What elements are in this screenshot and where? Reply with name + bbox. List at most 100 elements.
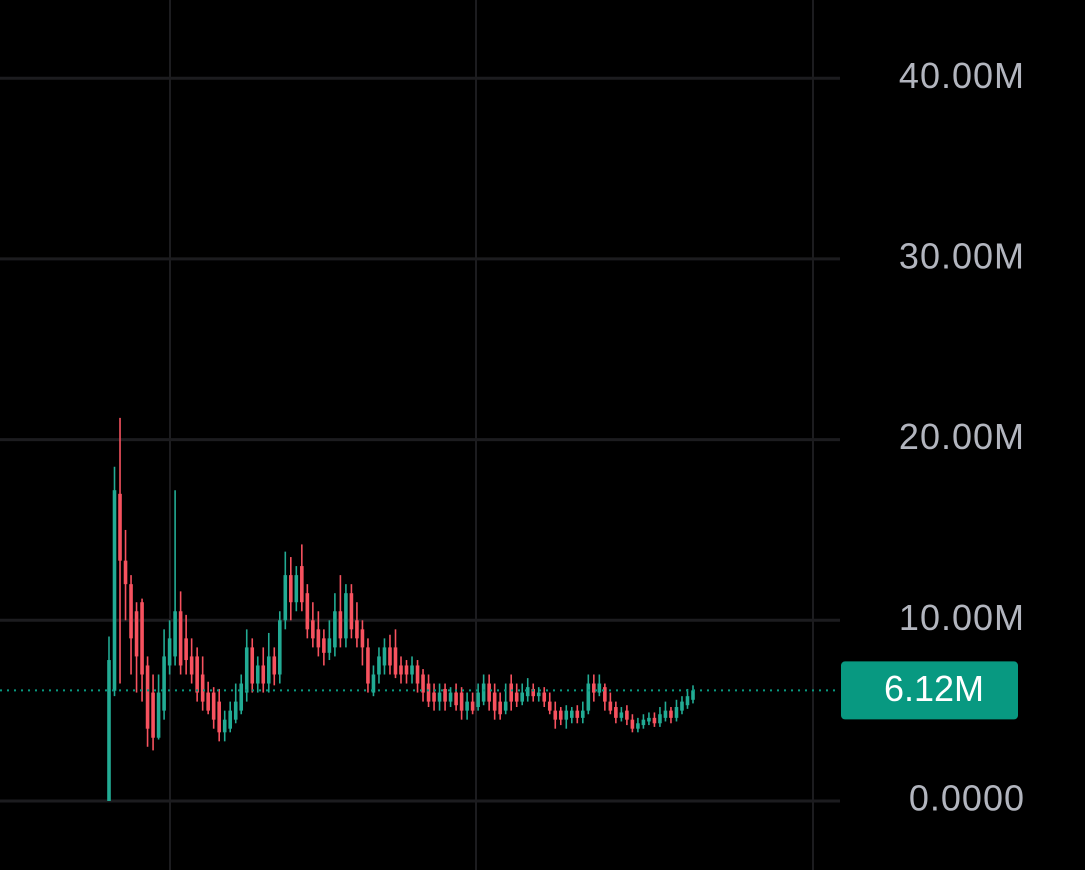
candle-body <box>206 692 210 711</box>
candle-body <box>322 638 326 653</box>
candle-body <box>636 723 640 729</box>
y-tick-label: 0.0000 <box>909 777 1025 818</box>
candle-body <box>421 674 425 693</box>
candle-body <box>344 593 348 639</box>
candle-body <box>145 665 150 729</box>
candle-body <box>426 683 431 702</box>
last-price-box <box>841 661 1018 720</box>
candle-body <box>250 647 255 684</box>
candle-body <box>261 665 266 684</box>
candle-body <box>305 593 310 630</box>
candle-body <box>289 575 293 603</box>
candle-body <box>415 665 420 684</box>
candle-body <box>107 660 111 801</box>
candle-body <box>470 701 475 711</box>
candle-body <box>311 620 315 639</box>
candle-body <box>333 611 337 648</box>
candle-body <box>597 683 602 693</box>
candle-body <box>151 692 155 738</box>
candle-body <box>377 656 381 675</box>
candle-body <box>349 593 354 630</box>
candle-body <box>255 665 260 684</box>
candle-body <box>200 674 205 702</box>
candle-body <box>239 683 244 711</box>
candle-body <box>520 692 525 702</box>
candle-body <box>217 701 221 733</box>
candle-body <box>371 674 376 693</box>
candle-body <box>581 710 585 718</box>
candle-body <box>393 647 398 675</box>
candle-body <box>338 611 343 639</box>
candle-body <box>674 707 679 718</box>
candle-body <box>652 717 657 724</box>
candle-body <box>669 710 673 718</box>
candle-body <box>277 620 282 675</box>
candle-body <box>608 701 613 711</box>
candle-body <box>228 710 233 729</box>
candle-body <box>575 710 580 718</box>
candle-body <box>173 611 177 657</box>
candle-body <box>454 692 458 706</box>
candle-body <box>233 701 238 720</box>
candle-body <box>592 683 596 693</box>
candle-body <box>459 692 464 711</box>
y-tick-label: 40.00M <box>899 55 1025 96</box>
candle-body <box>531 688 536 697</box>
candle-body <box>222 719 227 733</box>
candle-body <box>300 566 304 603</box>
y-tick-label: 10.00M <box>899 597 1025 638</box>
candle-body <box>525 687 530 697</box>
candle-body <box>465 701 469 711</box>
y-tick-label: 30.00M <box>899 235 1025 276</box>
candle-body <box>404 665 409 675</box>
candle-body <box>443 688 447 702</box>
candle-body <box>327 638 332 653</box>
candle-body <box>272 656 277 675</box>
candle-body <box>382 647 387 666</box>
candle-body <box>123 560 128 585</box>
candle-body <box>156 692 161 738</box>
candle-body <box>647 717 651 722</box>
candle-body <box>536 692 541 697</box>
candle-body <box>134 611 139 657</box>
candle-body <box>553 710 558 720</box>
candle-body <box>184 638 188 661</box>
candle-body <box>569 710 574 718</box>
candle-body <box>360 629 365 648</box>
candle-body <box>625 710 629 720</box>
candle-body <box>680 701 684 711</box>
last-price-label: 6.12M <box>884 668 984 709</box>
candle-body <box>614 707 618 718</box>
candle-body <box>448 692 453 702</box>
candle-body <box>294 575 299 603</box>
candle-body <box>509 683 513 702</box>
candle-body <box>437 692 442 702</box>
candle-body <box>195 656 199 693</box>
candle-body <box>140 602 144 675</box>
candle-body <box>162 656 166 711</box>
candle-body <box>542 692 547 702</box>
candle-body <box>514 692 519 702</box>
candle-body <box>432 692 436 702</box>
candle-body <box>630 719 635 729</box>
candle-body <box>503 701 508 711</box>
candle-body <box>691 690 695 700</box>
candle-body <box>641 719 646 726</box>
candle-body <box>586 683 591 711</box>
candle-body <box>476 692 480 708</box>
candle-body <box>658 714 662 724</box>
y-tick-label: 20.00M <box>899 416 1025 457</box>
candle-body <box>547 701 552 711</box>
candle-body <box>410 665 414 675</box>
candle-body <box>355 620 359 639</box>
candle-body <box>487 683 491 702</box>
candle-body <box>189 656 194 675</box>
candle-body <box>112 490 117 691</box>
candle-body <box>129 584 133 639</box>
candle-body <box>399 665 403 675</box>
candle-body <box>167 638 172 666</box>
candle-body <box>685 696 690 706</box>
candle-body <box>564 710 569 720</box>
